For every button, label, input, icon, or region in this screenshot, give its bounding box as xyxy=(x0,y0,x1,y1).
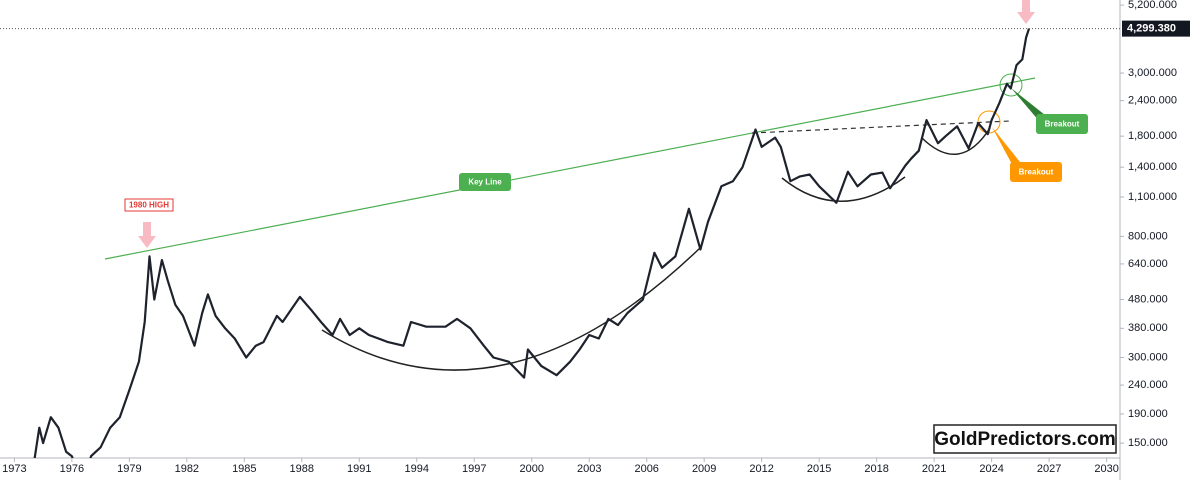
y-tick-label: 190.000 xyxy=(1128,408,1168,420)
x-tick-label: 2003 xyxy=(577,463,601,475)
callout-pointer xyxy=(1011,88,1045,122)
y-tick-label: 2,400.000 xyxy=(1128,95,1177,107)
annotation-box xyxy=(459,173,511,191)
key-line xyxy=(104,77,1036,260)
x-tick-label: 1985 xyxy=(232,463,256,475)
watermark-box xyxy=(933,424,1117,454)
x-tick-label: 2015 xyxy=(807,463,831,475)
x-tick-label: 1994 xyxy=(405,463,429,475)
y-tick-label: 380.000 xyxy=(1128,322,1168,334)
annotation-box xyxy=(1036,114,1088,134)
y-tick-label: 800.000 xyxy=(1128,230,1168,242)
y-tick-label: 1,800.000 xyxy=(1128,130,1177,142)
x-tick-label: 1988 xyxy=(290,463,314,475)
annotation: Key Line xyxy=(468,178,502,187)
x-tick-label: 1973 xyxy=(2,463,26,475)
x-tick-label: 2027 xyxy=(1037,463,1061,475)
plot xyxy=(33,28,1031,458)
y-tick-label: 5,200.000 xyxy=(1128,0,1177,11)
x-tick-label: 1979 xyxy=(117,463,141,475)
x-tick-label: 1997 xyxy=(462,463,486,475)
callout-pointer xyxy=(992,127,1020,168)
arrow xyxy=(138,222,156,248)
annotation: Breakout xyxy=(1045,120,1080,129)
annotation: 1980 HIGH xyxy=(129,201,169,210)
y-tick-label: 1,400.000 xyxy=(1128,161,1177,173)
y-tick-label: 480.000 xyxy=(1128,293,1168,305)
x-tick-label: 1982 xyxy=(175,463,199,475)
cup-arc xyxy=(321,247,701,371)
price-line xyxy=(33,28,1031,458)
x-tick-label: 2012 xyxy=(749,463,773,475)
x-tick-label: 2024 xyxy=(979,463,1003,475)
last-price-box xyxy=(1122,20,1190,37)
y-tick-label: 150.000 xyxy=(1128,437,1168,449)
last-price-label: 4,299.380 xyxy=(1127,23,1176,35)
y-tick-label: 3,000.000 xyxy=(1128,67,1177,79)
x-tick-label: 1976 xyxy=(60,463,84,475)
y-tick-label: 640.000 xyxy=(1128,258,1168,270)
x-tick-label: 2000 xyxy=(519,463,543,475)
x-tick-label: 2021 xyxy=(922,463,946,475)
x-tick-label: 2018 xyxy=(864,463,888,475)
arrow xyxy=(1017,0,1035,24)
y-tick-label: 240.000 xyxy=(1128,379,1168,391)
watermark: GoldPredictors.com xyxy=(934,429,1116,450)
x-tick-label: 2009 xyxy=(692,463,716,475)
cup-arc xyxy=(921,127,991,155)
x-tick-label: 2006 xyxy=(634,463,658,475)
x-tick-label: 1991 xyxy=(347,463,371,475)
x-tick-label: 2030 xyxy=(1094,463,1118,475)
breakout-circle xyxy=(999,73,1023,97)
resistance-line xyxy=(751,120,1011,134)
y-tick-label: 300.000 xyxy=(1128,351,1168,363)
y-tick-label: 1,100.000 xyxy=(1128,191,1177,203)
annotation-box xyxy=(1010,162,1062,182)
annotation: Breakout xyxy=(1019,168,1054,177)
annotation-box xyxy=(124,198,174,212)
